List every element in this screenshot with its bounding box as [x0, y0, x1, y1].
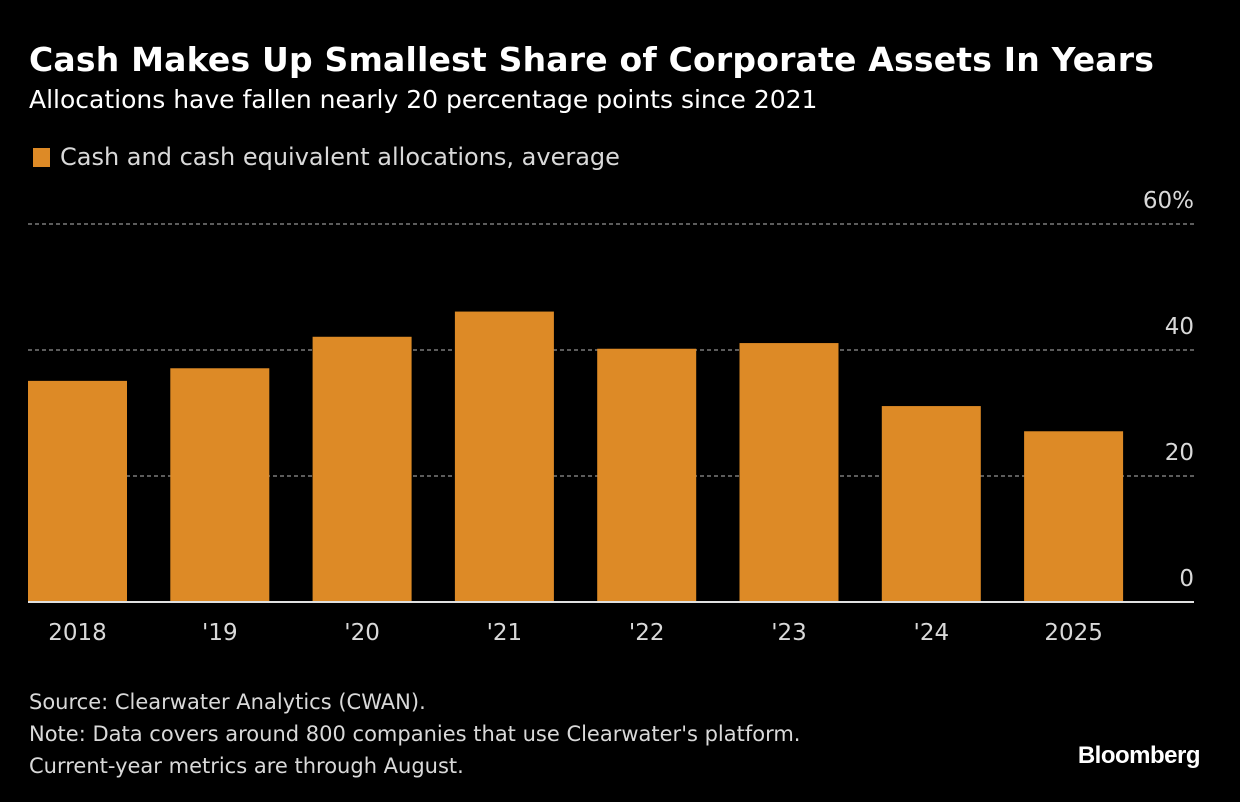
chart-subtitle: Allocations have fallen nearly 20 percen… — [29, 85, 818, 114]
bar-21 — [454, 311, 554, 602]
footer-notes: Source: Clearwater Analytics (CWAN). Not… — [29, 686, 800, 782]
x-tick-label: '21 — [487, 620, 523, 646]
source-note: Source: Clearwater Analytics (CWAN). — [29, 690, 426, 714]
data-note: Note: Data covers around 800 companies t… — [29, 722, 801, 746]
bar-chart: 0 20 40 60% 2018 '19 '20 '21 '22 '23 '24 2025 — [28, 188, 1194, 646]
x-tick-label: '23 — [771, 620, 807, 646]
bar-19 — [170, 368, 270, 602]
axes: 0 20 40 60% 2018 '19 '20 '21 '22 '23 '24 2025 — [28, 188, 1194, 646]
bloomberg-logo: Bloomberg — [1077, 742, 1201, 769]
bar-22 — [597, 348, 697, 602]
x-tick-label: 2018 — [48, 620, 107, 646]
data-note-2: Current-year metrics are through August. — [29, 754, 464, 778]
y-tick-label: 40 — [1165, 314, 1194, 340]
y-tick-label: 0 — [1179, 566, 1194, 592]
legend: Cash and cash equivalent allocations, av… — [33, 143, 620, 171]
bar-2025 — [1024, 431, 1124, 602]
x-tick-label: '19 — [202, 620, 238, 646]
y-tick-label: 60% — [1143, 188, 1194, 214]
legend-swatch — [33, 147, 50, 167]
chart-title: Cash Makes Up Smallest Share of Corporat… — [29, 40, 1155, 79]
bar-20 — [312, 336, 412, 602]
legend-label: Cash and cash equivalent allocations, av… — [60, 143, 620, 171]
bar-23 — [739, 343, 839, 602]
x-tick-label: 2025 — [1044, 620, 1103, 646]
x-tick-label: '24 — [914, 620, 950, 646]
x-tick-label: '22 — [629, 620, 665, 646]
bar-2018 — [28, 380, 127, 602]
x-tick-label: '20 — [344, 620, 380, 646]
y-tick-label: 20 — [1165, 440, 1194, 466]
bar-24 — [881, 406, 981, 602]
bars — [28, 311, 1124, 602]
